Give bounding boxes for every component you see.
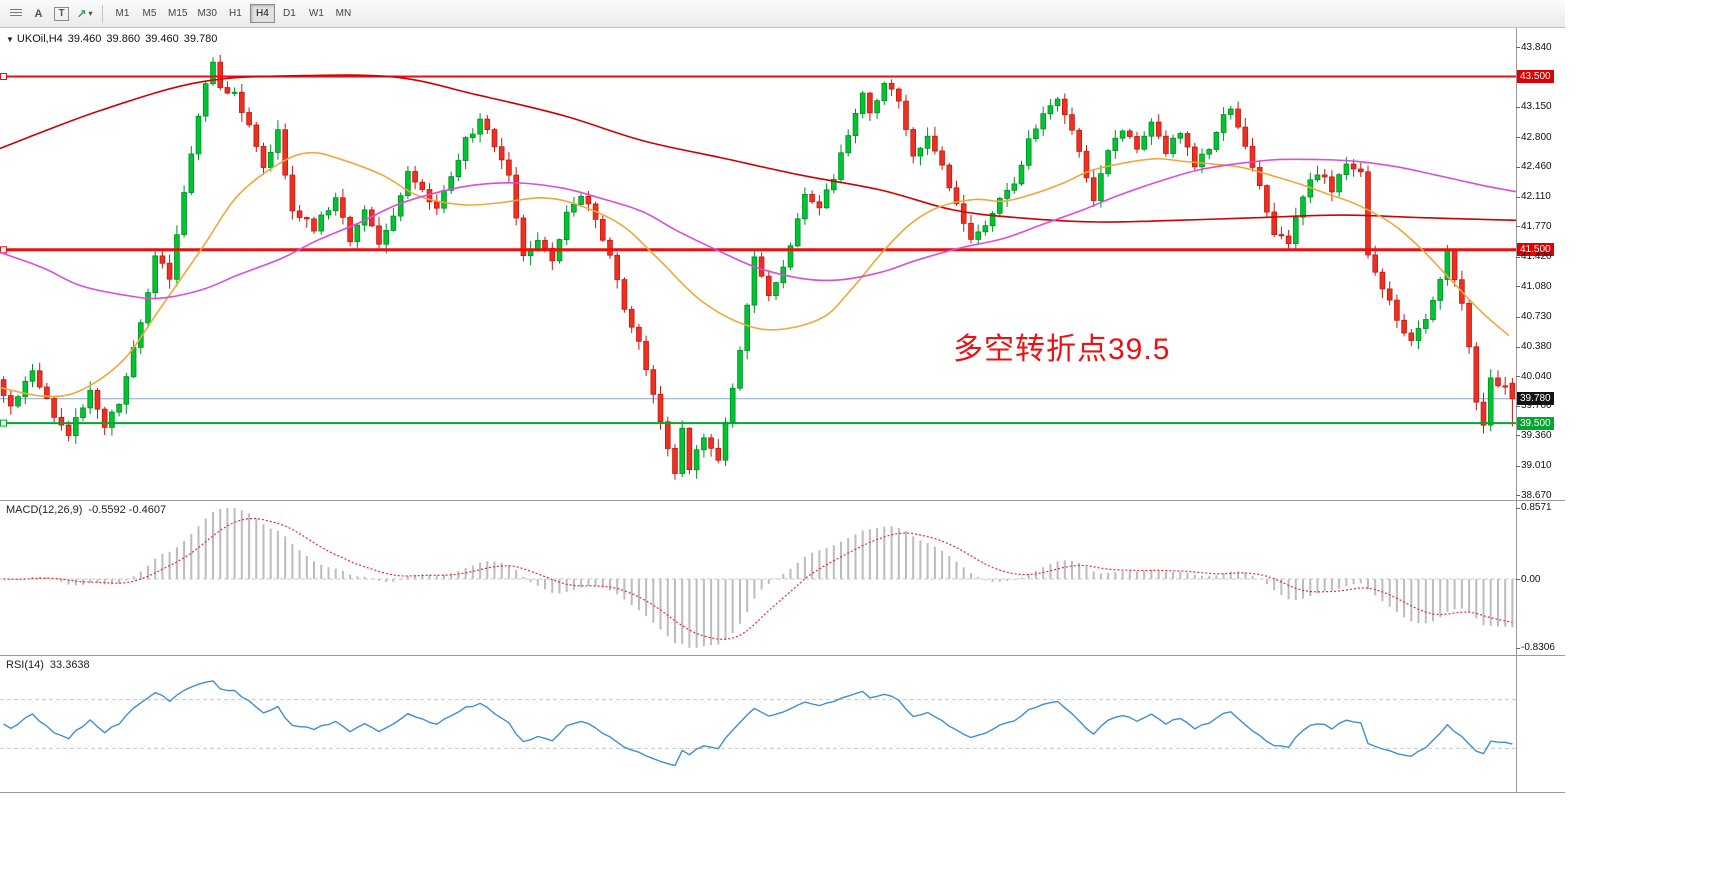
price-axis-tick xyxy=(1516,226,1520,228)
objects-list-icon xyxy=(9,9,22,18)
toolbar: A T ↗ ▾ M1 M5 M15 M30 H1 H4 D1 W1 MN xyxy=(0,0,1565,28)
ohlc-open: 39.460 xyxy=(67,33,102,45)
price-axis-tick xyxy=(1516,346,1520,348)
symbol-label: UKOil,H4 xyxy=(16,33,63,45)
price-axis-label: 40.380 xyxy=(1521,341,1552,353)
timeframe-button-w1[interactable]: W1 xyxy=(304,4,329,23)
timeframe-toolbar: M1 M5 M15 M30 H1 H4 D1 W1 MN xyxy=(109,4,357,23)
candles xyxy=(0,54,1516,480)
time-axis[interactable] xyxy=(0,792,1565,814)
price-axis-label: 42.800 xyxy=(1521,131,1552,143)
price-axis-label: 41.420 xyxy=(1521,251,1552,263)
price-axis-label: 39.010 xyxy=(1521,460,1552,471)
price-axis[interactable]: 43.840 43.500 43.150 42.800 42.460 42.110 41.7… xyxy=(1516,28,1729,792)
price-axis-tick xyxy=(1516,166,1520,168)
timeframe-button-h1[interactable]: H1 xyxy=(223,4,248,23)
price-axis-separator xyxy=(1516,28,1517,792)
price-axis-tick xyxy=(1516,47,1520,48)
price-axis-tick xyxy=(1516,316,1520,318)
rsi-line xyxy=(3,680,1513,767)
macd-name: MACD(12,26,9) xyxy=(6,504,83,516)
rsi-panel-canvas[interactable] xyxy=(0,655,1565,792)
rsi-label: RSI(14) 33.3638 xyxy=(6,659,96,671)
price-axis-label: 39.360 xyxy=(1521,429,1552,441)
price-axis-label: 43.840 xyxy=(1521,41,1552,53)
rsi-name: RSI(14) xyxy=(6,659,44,671)
price-axis-tick xyxy=(1516,286,1520,288)
timeframe-button-mn[interactable]: MN xyxy=(331,4,356,23)
rsi-panel-separator[interactable] xyxy=(0,655,1565,656)
medium-ma-line[interactable] xyxy=(0,151,1510,398)
price-axis-label: 42.110 xyxy=(1521,191,1551,203)
cursor-tool-button[interactable]: A xyxy=(27,3,50,24)
fast-ma-line[interactable] xyxy=(0,158,1517,300)
draw-tool-button[interactable]: ↗ ▾ xyxy=(73,3,96,24)
price-axis-label: 38.670 xyxy=(1521,489,1552,501)
text-tool-button[interactable]: T xyxy=(50,3,73,24)
collapse-triangle-icon[interactable]: ▼ xyxy=(6,35,14,44)
slow-ma-line[interactable] xyxy=(0,74,1517,223)
macd-values: -0.5592 -0.4607 xyxy=(88,504,167,516)
price-axis-label: 41.080 xyxy=(1521,280,1552,292)
macd-axis-label: -0.8306 xyxy=(1521,642,1555,654)
price-axis-tick xyxy=(1516,465,1520,467)
rsi-value: 33.3638 xyxy=(49,659,90,671)
price-axis-label: 40.730 xyxy=(1521,311,1552,322)
objects-list-button[interactable] xyxy=(4,3,27,24)
macd-axis-tick xyxy=(1516,647,1520,649)
macd-axis-tick xyxy=(1516,579,1520,580)
chart-symbol-header: ▼ UKOil,H4 39.460 39.860 39.460 39.780 xyxy=(6,33,217,45)
macd-histogram xyxy=(9,507,1514,648)
draw-arrow-icon: ↗ xyxy=(76,6,87,21)
macd-panel-canvas[interactable] xyxy=(0,500,1565,655)
price-line-label: 39.780 xyxy=(1517,392,1554,406)
price-axis-tick xyxy=(1516,435,1520,437)
main-chart-canvas[interactable] xyxy=(0,28,1565,500)
price-axis-label: 43.150 xyxy=(1521,101,1552,113)
text-tool-icon: T xyxy=(54,6,69,21)
timeframe-button-d1[interactable]: D1 xyxy=(277,4,302,23)
price-axis-tick xyxy=(1516,106,1520,108)
price-axis-label: 41.770 xyxy=(1521,220,1552,232)
macd-axis-label: 0.00 xyxy=(1521,573,1541,585)
ohlc-low: 39.460 xyxy=(145,33,179,45)
price-axis-tick xyxy=(1516,495,1520,496)
price-axis-tick xyxy=(1516,196,1520,198)
price-line-label: 43.500 xyxy=(1517,70,1554,83)
macd-label: MACD(12,26,9) -0.5592 -0.4607 xyxy=(6,504,172,516)
price-axis-tick xyxy=(1516,376,1520,378)
macd-signal-line xyxy=(3,517,1513,641)
price-axis-label: 42.460 xyxy=(1521,161,1552,173)
price-axis-tick xyxy=(1516,137,1520,139)
chart-annotation[interactable]: 多空转折点39.5 xyxy=(953,333,1171,366)
timeframe-button-h4[interactable]: H4 xyxy=(249,4,275,23)
timeframe-button-m1[interactable]: M1 xyxy=(110,4,135,23)
timeframe-button-m30[interactable]: M30 xyxy=(193,4,220,23)
cursor-tool-label: A xyxy=(34,7,43,20)
price-line-label: 39.500 xyxy=(1517,416,1554,430)
horizontal-lines[interactable] xyxy=(0,73,1516,427)
timeframe-button-m5[interactable]: M5 xyxy=(137,4,162,23)
price-axis-label: 40.040 xyxy=(1521,370,1552,382)
price-axis-tick xyxy=(1516,256,1520,258)
macd-axis-label: 0.8571 xyxy=(1521,502,1552,514)
price-axis-tick xyxy=(1516,405,1520,407)
price-line-label: 41.500 xyxy=(1517,243,1554,257)
ohlc-close: 39.780 xyxy=(183,33,218,45)
timeframe-button-m15[interactable]: M15 xyxy=(164,4,191,23)
chevron-down-icon: ▾ xyxy=(88,9,93,18)
toolbar-separator xyxy=(102,4,103,23)
macd-panel-separator[interactable] xyxy=(0,500,1565,501)
ohlc-high: 39.860 xyxy=(106,33,141,45)
time-axis-separator xyxy=(0,792,1565,793)
macd-axis-tick xyxy=(1516,507,1520,509)
price-axis-label: 39.700 xyxy=(1521,400,1552,412)
